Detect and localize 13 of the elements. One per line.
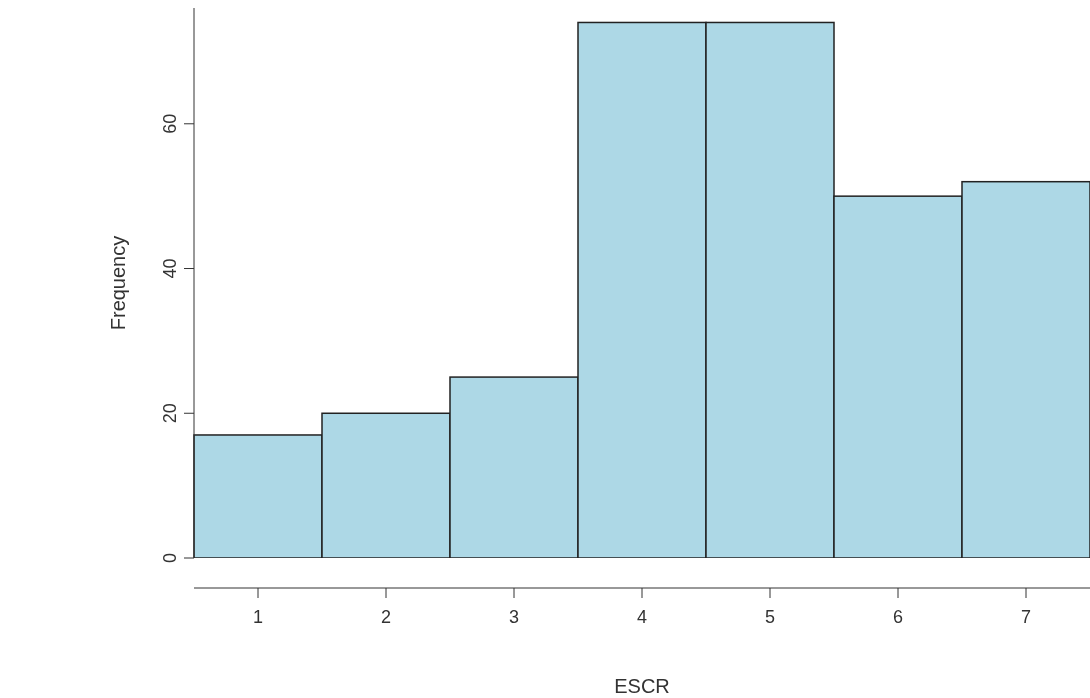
x-tick-label: 7 [1020,606,1032,627]
x-tick-label: 3 [508,606,520,627]
x-tick-label: 4 [636,606,648,627]
y-tick-label: 40 [160,258,180,279]
x-axis-title: ESCR [614,675,670,697]
y-axis-title: Frequency [107,235,130,331]
y-tick-label: 60 [160,113,180,134]
y-tick-label: 20 [160,403,180,424]
y-tick-label: 0 [160,552,180,564]
x-tick-label: 6 [892,606,904,627]
x-tick-label: 2 [380,606,392,627]
x-tick-label: 1 [252,606,264,627]
x-tick-label: 5 [764,606,776,627]
